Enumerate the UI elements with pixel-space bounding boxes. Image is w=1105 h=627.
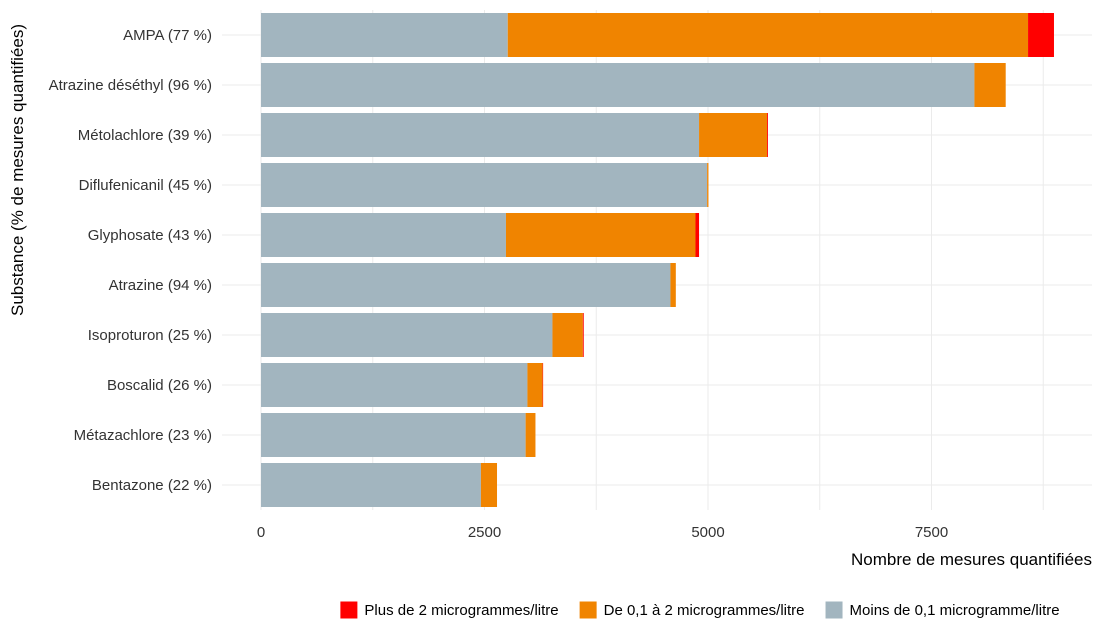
y-tick-label-0: AMPA (77 %) [123, 27, 212, 44]
bar-segment-1-0 [261, 63, 975, 107]
y-tick-label-3: Diflufenicanil (45 %) [79, 177, 212, 194]
legend-key-0 [340, 601, 358, 619]
bar-segment-9-1 [480, 463, 498, 507]
bars [261, 13, 1054, 507]
y-axis-tick-labels: AMPA (77 %) Atrazine déséthyl (96 %) Métol… [49, 27, 212, 494]
bar-segment-3-1 [707, 163, 709, 207]
y-tick-label-4: Glyphosate (43 %) [88, 227, 212, 244]
bar-segment-0-0 [261, 13, 508, 57]
bar-segment-6-0 [261, 313, 553, 357]
x-tick-label-3: 7500 [915, 524, 948, 541]
bar-segment-4-2 [695, 213, 700, 257]
x-tick-label-1: 2500 [468, 524, 501, 541]
bar-segment-7-2 [542, 363, 544, 407]
bar-segment-7-1 [527, 363, 543, 407]
legend: Plus de 2 microgrammes/litre De 0,1 à 2 m… [340, 601, 1060, 619]
y-tick-label-6: Isoproturon (25 %) [88, 327, 212, 344]
bar-segment-9-0 [261, 463, 481, 507]
y-tick-label-1: Atrazine déséthyl (96 %) [49, 77, 212, 94]
bar-segment-0-1 [507, 13, 1029, 57]
y-tick-label-2: Métolachlore (39 %) [78, 127, 212, 144]
legend-label-1: De 0,1 à 2 microgrammes/litre [604, 602, 805, 619]
legend-key-1 [579, 601, 597, 619]
bar-segment-6-1 [552, 313, 583, 357]
legend-key-2 [825, 601, 843, 619]
bar-segment-6-2 [582, 313, 584, 357]
y-tick-label-7: Boscalid (26 %) [107, 377, 212, 394]
legend-label-0: Plus de 2 microgrammes/litre [364, 602, 558, 619]
bar-segment-2-2 [767, 113, 768, 157]
bar-segment-8-1 [525, 413, 536, 457]
x-axis-tick-labels: 0 2500 5000 7500 [257, 524, 948, 541]
x-axis-label: Nombre de mesures quantifiées [851, 550, 1092, 569]
x-tick-label-0: 0 [257, 524, 265, 541]
legend-label-2: Moins de 0,1 microgramme/litre [850, 602, 1060, 619]
bar-segment-7-0 [261, 363, 528, 407]
bar-segment-4-1 [505, 213, 696, 257]
y-tick-label-8: Métazachlore (23 %) [74, 427, 212, 444]
bar-segment-2-1 [699, 113, 768, 157]
bar-segment-1-1 [974, 63, 1006, 107]
y-tick-label-9: Bentazone (22 %) [92, 477, 212, 494]
y-axis-label: Substance (% de mesures quantifiées) [8, 24, 27, 316]
bar-segment-3-0 [261, 163, 708, 207]
bar-segment-5-0 [261, 263, 671, 307]
y-tick-label-5: Atrazine (94 %) [109, 277, 212, 294]
bar-segment-0-2 [1028, 13, 1054, 57]
bar-segment-4-0 [261, 213, 506, 257]
bar-segment-5-1 [670, 263, 676, 307]
bar-segment-2-0 [261, 113, 700, 157]
bar-segment-8-0 [261, 413, 526, 457]
x-tick-label-2: 5000 [691, 524, 724, 541]
